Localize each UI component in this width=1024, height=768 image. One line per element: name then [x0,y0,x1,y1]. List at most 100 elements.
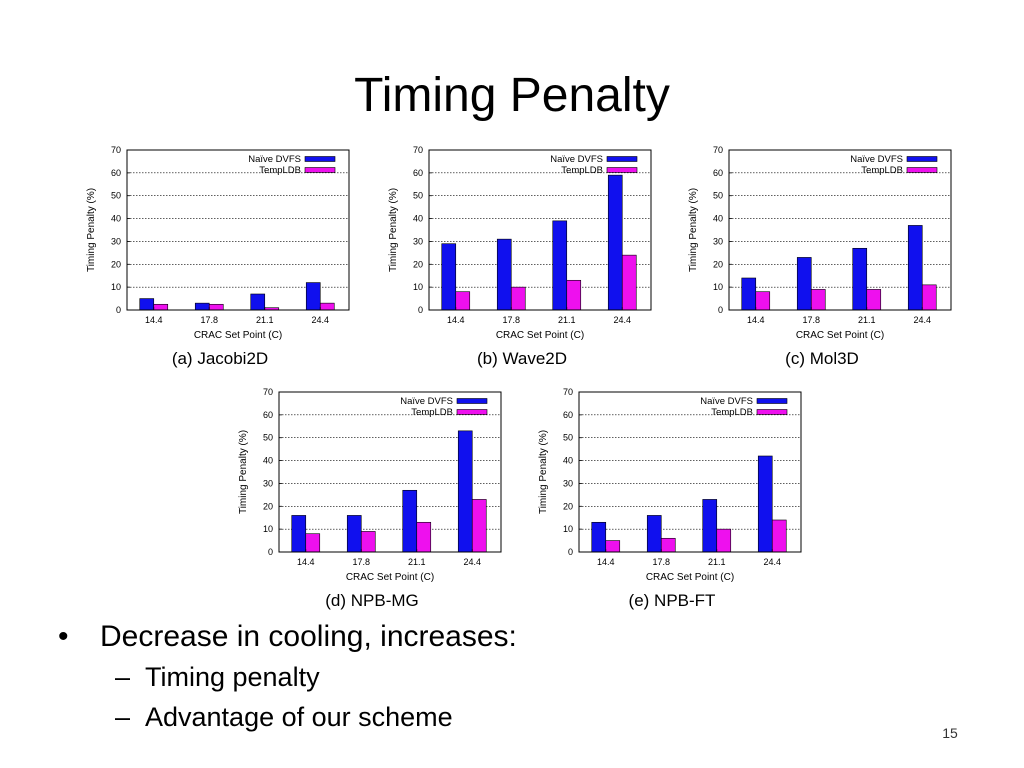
x-tick-label: 21.1 [708,557,726,567]
legend-label: TempLDB [411,407,453,418]
y-tick-label: 50 [263,433,273,443]
y-tick-label: 60 [713,168,723,178]
legend-label: Naïve DVFS [400,396,453,407]
chart-npb-ft: 0 10 20 30 40 50 60 70 14.4 17.8 21.1 24.4 CRAC Set … [522,382,822,617]
bullet-text: Decrease in cooling, increases: [100,620,517,653]
chart-npb-mg: 0 10 20 30 40 50 60 70 14.4 17.8 21.1 24.4 CRAC Set … [222,382,522,617]
y-tick-label: 0 [718,305,723,315]
chart-wave2d: 0 10 20 30 40 50 60 70 14.4 17.8 21.1 24.4 CRAC Set … [372,140,672,375]
y-tick-label: 70 [263,387,273,397]
x-axis-label: CRAC Set Point (C) [796,330,884,341]
y-tick-label: 10 [413,282,423,292]
x-tick-label: 17.8 [352,557,370,567]
y-tick-label: 20 [111,259,121,269]
plot-frame [578,391,802,553]
bar-naive-dvfs [496,238,512,311]
x-tick-label: 17.8 [802,315,820,325]
x-axis-label: CRAC Set Point (C) [646,572,734,583]
chart-plot-mol3d: 0 10 20 30 40 50 60 70 14.4 17.8 21.1 24.4 CRAC Set … [688,145,952,341]
legend-label: Naïve DVFS [850,154,903,165]
x-tick-label: 17.8 [200,315,218,325]
bar-naive-dvfs [346,515,362,553]
legend-swatch [456,409,488,415]
bar-templdb [921,284,937,311]
bar-templdb [716,528,732,553]
y-axis-label: Timing Penalty (%) [688,188,699,272]
chart-mol3d: 0 10 20 30 40 50 60 70 14.4 17.8 21.1 24.4 CRAC Set … [672,140,972,375]
y-tick-label: 30 [713,236,723,246]
plot-frame [428,149,652,311]
page-number: 15 [942,725,958,741]
y-tick-label: 10 [713,282,723,292]
y-axis-label: Timing Penalty (%) [538,430,549,514]
sub-bullet-item: – Advantage of our scheme [115,697,758,737]
sub-bullet-marker: – [115,702,131,732]
sub-bullet-text: Timing penalty [145,662,320,692]
x-tick-label: 24.4 [763,557,781,567]
bar-templdb [771,519,787,553]
legend-label: Naïve DVFS [248,154,301,165]
bar-naive-dvfs [305,282,321,311]
y-tick-label: 40 [563,456,573,466]
x-tick-label: 17.8 [652,557,670,567]
y-tick-label: 40 [413,214,423,224]
x-axis-label: CRAC Set Point (C) [496,330,584,341]
chart-caption: (d) NPB-MG [325,591,419,610]
y-tick-label: 20 [713,259,723,269]
legend-label: Naïve DVFS [550,154,603,165]
x-tick-label: 21.1 [558,315,576,325]
bar-naive-dvfs [250,293,266,311]
chart-jacobi2d: 0 10 20 30 40 50 60 70 14.4 17.8 21.1 24.4 CRAC Set … [70,140,370,375]
bullet-marker: • [58,620,69,653]
x-tick-label: 21.1 [858,315,876,325]
y-axis-label: Timing Penalty (%) [86,188,97,272]
y-tick-label: 20 [563,501,573,511]
legend-label: TempLDB [259,165,301,176]
bar-templdb [416,521,432,553]
y-tick-label: 30 [563,478,573,488]
plot-frame [728,149,952,311]
legend-label: TempLDB [711,407,753,418]
chart-caption: (e) NPB-FT [628,591,716,610]
bar-naive-dvfs [402,489,418,553]
plot-frame [126,149,350,311]
y-tick-label: 40 [713,214,723,224]
bar-templdb [566,279,582,311]
legend-swatch [606,156,638,162]
bar-naive-dvfs [796,257,812,311]
sub-bullet-text: Advantage of our scheme [145,702,453,732]
bar-templdb [208,303,224,311]
x-tick-label: 14.4 [597,557,615,567]
bar-templdb [755,291,771,311]
y-tick-label: 10 [111,282,121,292]
x-tick-label: 24.4 [613,315,631,325]
chart-caption: (b) Wave2D [476,349,568,368]
chart-plot-wave2d: 0 10 20 30 40 50 60 70 14.4 17.8 21.1 24.4 CRAC Set … [388,145,652,341]
y-tick-label: 60 [413,168,423,178]
bar-naive-dvfs [741,277,757,311]
bar-naive-dvfs [702,499,718,553]
y-tick-label: 40 [263,456,273,466]
legend-swatch [304,156,336,162]
bar-naive-dvfs [852,247,868,311]
legend-swatch [756,398,788,404]
legend-swatch [906,167,938,173]
x-tick-label: 24.4 [311,315,329,325]
legend-swatch [756,409,788,415]
y-tick-label: 0 [268,547,273,557]
y-tick-label: 50 [563,433,573,443]
bar-templdb [305,533,321,553]
y-tick-label: 10 [563,524,573,534]
legend-swatch [304,167,336,173]
bar-templdb [319,302,335,311]
y-tick-label: 20 [263,501,273,511]
bar-templdb [621,254,637,311]
bullet-item: • Decrease in cooling, increases: [58,617,758,657]
chart-plot-npb-mg: 0 10 20 30 40 50 60 70 14.4 17.8 21.1 24.4 CRAC Set … [238,387,502,583]
x-tick-label: 14.4 [447,315,465,325]
y-tick-label: 0 [418,305,423,315]
chart-plot-jacobi2d: 0 10 20 30 40 50 60 70 14.4 17.8 21.1 24.4 CRAC Set … [86,145,350,341]
legend-label: TempLDB [861,165,903,176]
y-tick-label: 40 [111,214,121,224]
x-tick-label: 21.1 [408,557,426,567]
